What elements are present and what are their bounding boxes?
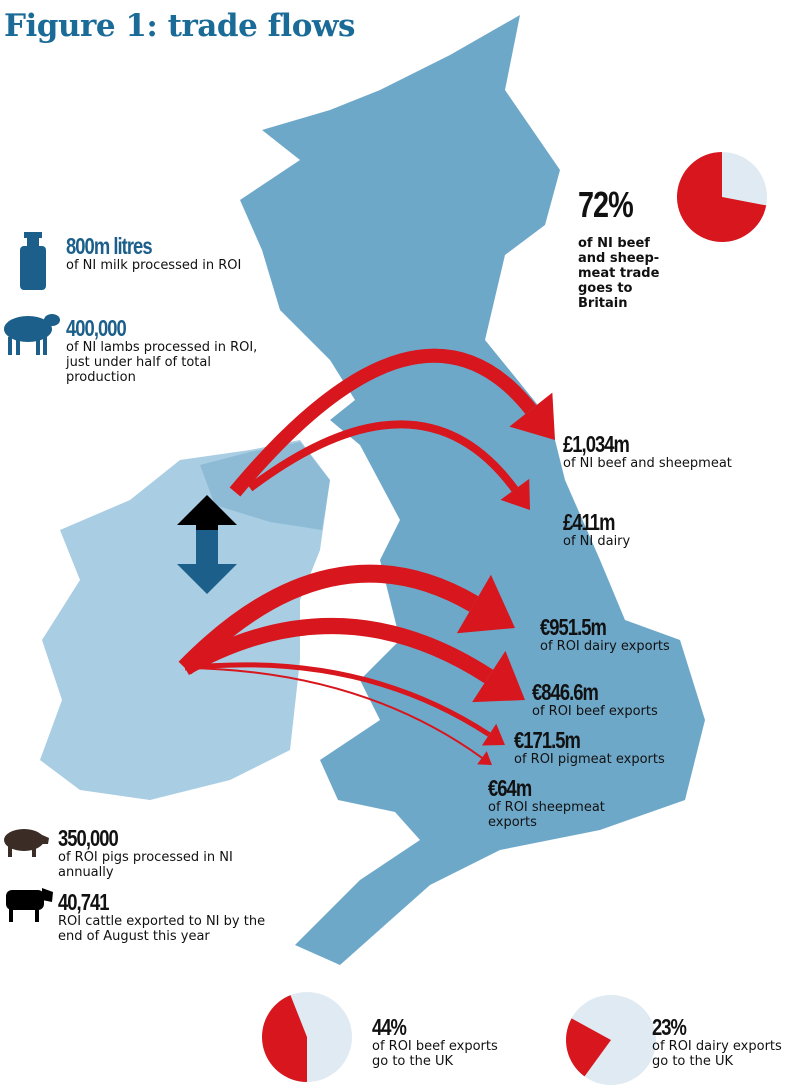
stat-value: 350,000 (58, 825, 119, 851)
stat-lambs: 400,000 of NI lambs processed in ROI, jus… (66, 316, 266, 385)
stat-text: of NI lambs processed in ROI, just under… (66, 340, 258, 385)
arrow-head (472, 650, 525, 703)
flow-text: of ROI sheepmeat exports (488, 800, 605, 830)
flow-label: €951.5m of ROI dairy exports (540, 615, 670, 654)
pie-label: 72% of NI beef and sheep-meat trade goes … (578, 184, 673, 312)
pie-label: 44% of ROI beef exports go to the UK (372, 1015, 512, 1069)
ni-roi-arrow (177, 495, 237, 594)
stat-text: of NI milk processed in ROI (66, 258, 242, 273)
sheep-icon (2, 312, 62, 361)
flow-value: £1,034m (563, 431, 630, 457)
page-title: Figure 1: trade flows (4, 8, 356, 44)
arrow-head (477, 751, 492, 765)
pie-value: 23% (652, 1014, 687, 1040)
flow-value: €171.5m (514, 727, 581, 753)
stat-milk: 800m litres of NI milk processed in ROI (66, 234, 266, 273)
pie-slice (677, 152, 767, 242)
pie-label: 23% of ROI dairy exports go to the UK (652, 1015, 790, 1069)
arrow-head (481, 723, 505, 746)
stat-value: 40,741 (58, 889, 109, 915)
stat-pigs: 350,000 of ROI pigs processed in NI annua… (58, 826, 288, 880)
pie-value: 72% (578, 184, 634, 225)
flow-text: of NI dairy (563, 534, 631, 549)
flow-label: £1,034m of NI beef and sheepmeat (563, 432, 732, 471)
pie-value: 44% (372, 1014, 407, 1040)
flow-label: €846.6m of ROI beef exports (532, 680, 658, 719)
flow-value: €846.6m (532, 679, 599, 705)
flow-value: €951.5m (540, 614, 607, 640)
stat-value: 400,000 (66, 315, 127, 341)
trade-flow-arrow (178, 564, 479, 675)
flow-label: €171.5m of ROI pigmeat exports (514, 728, 665, 767)
pig-icon (2, 826, 50, 862)
pie-slice (261, 995, 307, 1083)
flow-text: of NI beef and sheepmeat (563, 456, 732, 471)
pie-text: of ROI dairy exports go to the UK (652, 1039, 782, 1069)
stat-cattle: 40,741 ROI cattle exported to NI by the e… (58, 890, 288, 944)
stat-value: 800m litres (66, 233, 153, 259)
northern-ireland-shape (200, 442, 330, 530)
stat-text: of ROI pigs processed in NI annually (58, 850, 233, 880)
flow-text: of ROI dairy exports (540, 639, 670, 654)
pie-text: of NI beef and sheep-meat trade goes to … (578, 236, 660, 311)
arrow-head (500, 478, 530, 510)
trade-flow-arrow (184, 662, 491, 737)
flow-label: €64m of ROI sheepmeat exports (488, 776, 618, 830)
flow-value: €64m (488, 775, 532, 801)
flow-value: £411m (563, 509, 615, 535)
flow-label: £411m of NI dairy (563, 510, 630, 549)
pie-slice (566, 1018, 611, 1077)
flow-text: of ROI beef exports (532, 704, 658, 719)
ireland-shape (40, 440, 330, 800)
trade-flow-arrow (247, 420, 519, 492)
trade-flow-arrow (229, 348, 537, 497)
stat-text: ROI cattle exported to NI by the end of … (58, 914, 266, 944)
trade-flow-arrow (181, 618, 494, 684)
arrow-head (509, 392, 555, 440)
pie-text: of ROI beef exports go to the UK (372, 1039, 498, 1069)
arrow-head (456, 574, 515, 634)
flow-text: of ROI pigmeat exports (514, 752, 665, 767)
great-britain-shape (240, 15, 705, 965)
milk-churn-icon (18, 232, 48, 294)
cow-icon (2, 884, 54, 928)
trade-flow-arrow (184, 667, 483, 759)
